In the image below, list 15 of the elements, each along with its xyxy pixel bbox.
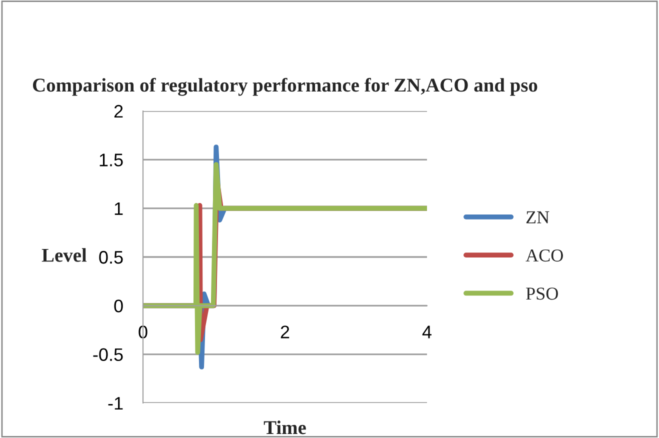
x-tick-label: 2	[280, 326, 290, 338]
chart-title: Comparison of regulatory performance for ZN,ACO and pso	[32, 78, 538, 96]
legend-label: PSO	[526, 288, 558, 300]
y-tick-label: -0.5	[93, 348, 123, 362]
y-tick-label: 1	[114, 202, 123, 215]
y-tick-label: -1	[108, 397, 123, 410]
y-tick-label: 2	[114, 104, 123, 118]
x-axis-title: Time	[264, 420, 306, 434]
legend-label: ACO	[526, 249, 563, 262]
y-axis-title: Level	[42, 248, 87, 262]
y-tick-label: 1.5	[100, 154, 123, 166]
y-tick-label: 0	[114, 300, 123, 312]
x-tick-label: 4	[422, 326, 432, 338]
y-tick-label: 0.5	[99, 250, 123, 264]
legend-label: ZN	[526, 211, 550, 224]
